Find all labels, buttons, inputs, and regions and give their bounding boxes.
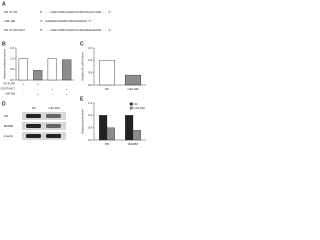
y-tick-label: 1.0: [10, 56, 15, 60]
row-name: PD 3'UTR-MUT: [4, 28, 25, 32]
bar: [99, 115, 108, 141]
condition-sign: -: [37, 87, 38, 91]
blot-band: [46, 134, 61, 138]
y-tick-label: 0.0: [88, 138, 93, 142]
condition-sign: +: [37, 82, 39, 86]
blot-band: [46, 124, 61, 128]
y-tick-label: 0.5: [88, 125, 93, 129]
condition-sign: +: [66, 92, 68, 96]
sequence: 5' ...AGUCCUUCCAUUCACCAUUAGAGAACUU... 3': [40, 28, 112, 32]
y-tick-label: 1.5: [88, 46, 93, 50]
condition-sign: +: [51, 87, 53, 91]
column-label: NC: [32, 106, 37, 110]
panel-label: A: [2, 1, 6, 7]
y-tick-label: 1.5: [10, 46, 15, 50]
condition-name: miR-18a: [5, 92, 15, 96]
row-label: β-actin: [4, 134, 13, 138]
condition-sign: +: [66, 87, 68, 91]
y-tick-label: 0.0: [88, 83, 93, 87]
blot-strip: [22, 132, 66, 140]
blot-strip: [22, 112, 66, 120]
condition-sign: -: [66, 82, 67, 86]
blot-band: [26, 124, 41, 128]
panel-d: D NC miR-18a PD BAMBI β-actin: [2, 101, 66, 140]
y-axis-label: Relative PD mRNA level: [81, 52, 85, 80]
y-tick-label: 1.0: [88, 113, 93, 117]
condition-sign: +: [22, 82, 24, 86]
bar: [106, 127, 115, 141]
panel-label: B: [2, 41, 6, 47]
bar: [99, 60, 116, 86]
bar: [125, 115, 134, 141]
bar: [125, 74, 142, 86]
condition-name: PD 3'UTR: [3, 82, 15, 86]
blot-band: [26, 114, 41, 118]
column-label: miR-18a: [48, 106, 60, 110]
condition-name: PD 3'UTR-MUT: [0, 87, 15, 91]
blot-band: [46, 114, 61, 118]
condition-sign: -: [23, 92, 24, 96]
bar: [33, 70, 43, 81]
row-name: PD 3'UTR: [4, 10, 18, 14]
y-tick-label: 0.5: [88, 70, 93, 74]
blot-strip: [22, 122, 66, 130]
y-tick-label: 0.5: [10, 67, 15, 71]
legend-swatch: [129, 102, 133, 106]
sequence: 5' ...AGUCCUUCCAUUCACCAUUCACACCUUU... 3': [40, 10, 112, 14]
y-axis-label: Relative protein level: [81, 109, 85, 134]
legend-label: NC: [134, 102, 139, 106]
row-name: miR-18a: [4, 19, 16, 23]
x-tick-label: miR-18a: [127, 87, 139, 91]
sequence: 3' GAUAGACGUGAUCUACGUGGAAU 5': [40, 19, 92, 23]
figure: A PD 3'UTR 5' ...AGUCCUUCCAUUCACCAUUCACAC…: [0, 0, 150, 150]
bar: [62, 59, 72, 81]
x-tick-label: PD: [105, 142, 110, 146]
y-axis-label: Relative luciferase activity: [3, 48, 7, 79]
bar: [47, 58, 57, 81]
panel-label: D: [2, 101, 6, 107]
blot-band: [26, 134, 41, 138]
row-label: BAMBI: [4, 124, 14, 128]
panel-a: A PD 3'UTR 5' ...AGUCCUUCCAUUCACCAUUCACAC…: [2, 1, 112, 32]
x-tick-label: NC: [105, 87, 110, 91]
condition-sign: -: [52, 82, 53, 86]
legend-label: miR-18a: [134, 106, 146, 110]
bar: [18, 58, 28, 81]
condition-sign: -: [52, 92, 53, 96]
panel-label: C: [80, 41, 84, 47]
x-tick-label: BAMBI: [128, 142, 138, 146]
legend-swatch: [129, 106, 133, 110]
bar: [132, 129, 141, 141]
condition-sign: -: [23, 87, 24, 91]
y-tick-label: 1.5: [88, 101, 93, 105]
y-tick-label: 0.0: [10, 78, 15, 82]
panel-label: E: [80, 96, 84, 102]
condition-sign: +: [37, 92, 39, 96]
row-label: PD: [4, 114, 9, 118]
y-tick-label: 1.0: [88, 58, 93, 62]
